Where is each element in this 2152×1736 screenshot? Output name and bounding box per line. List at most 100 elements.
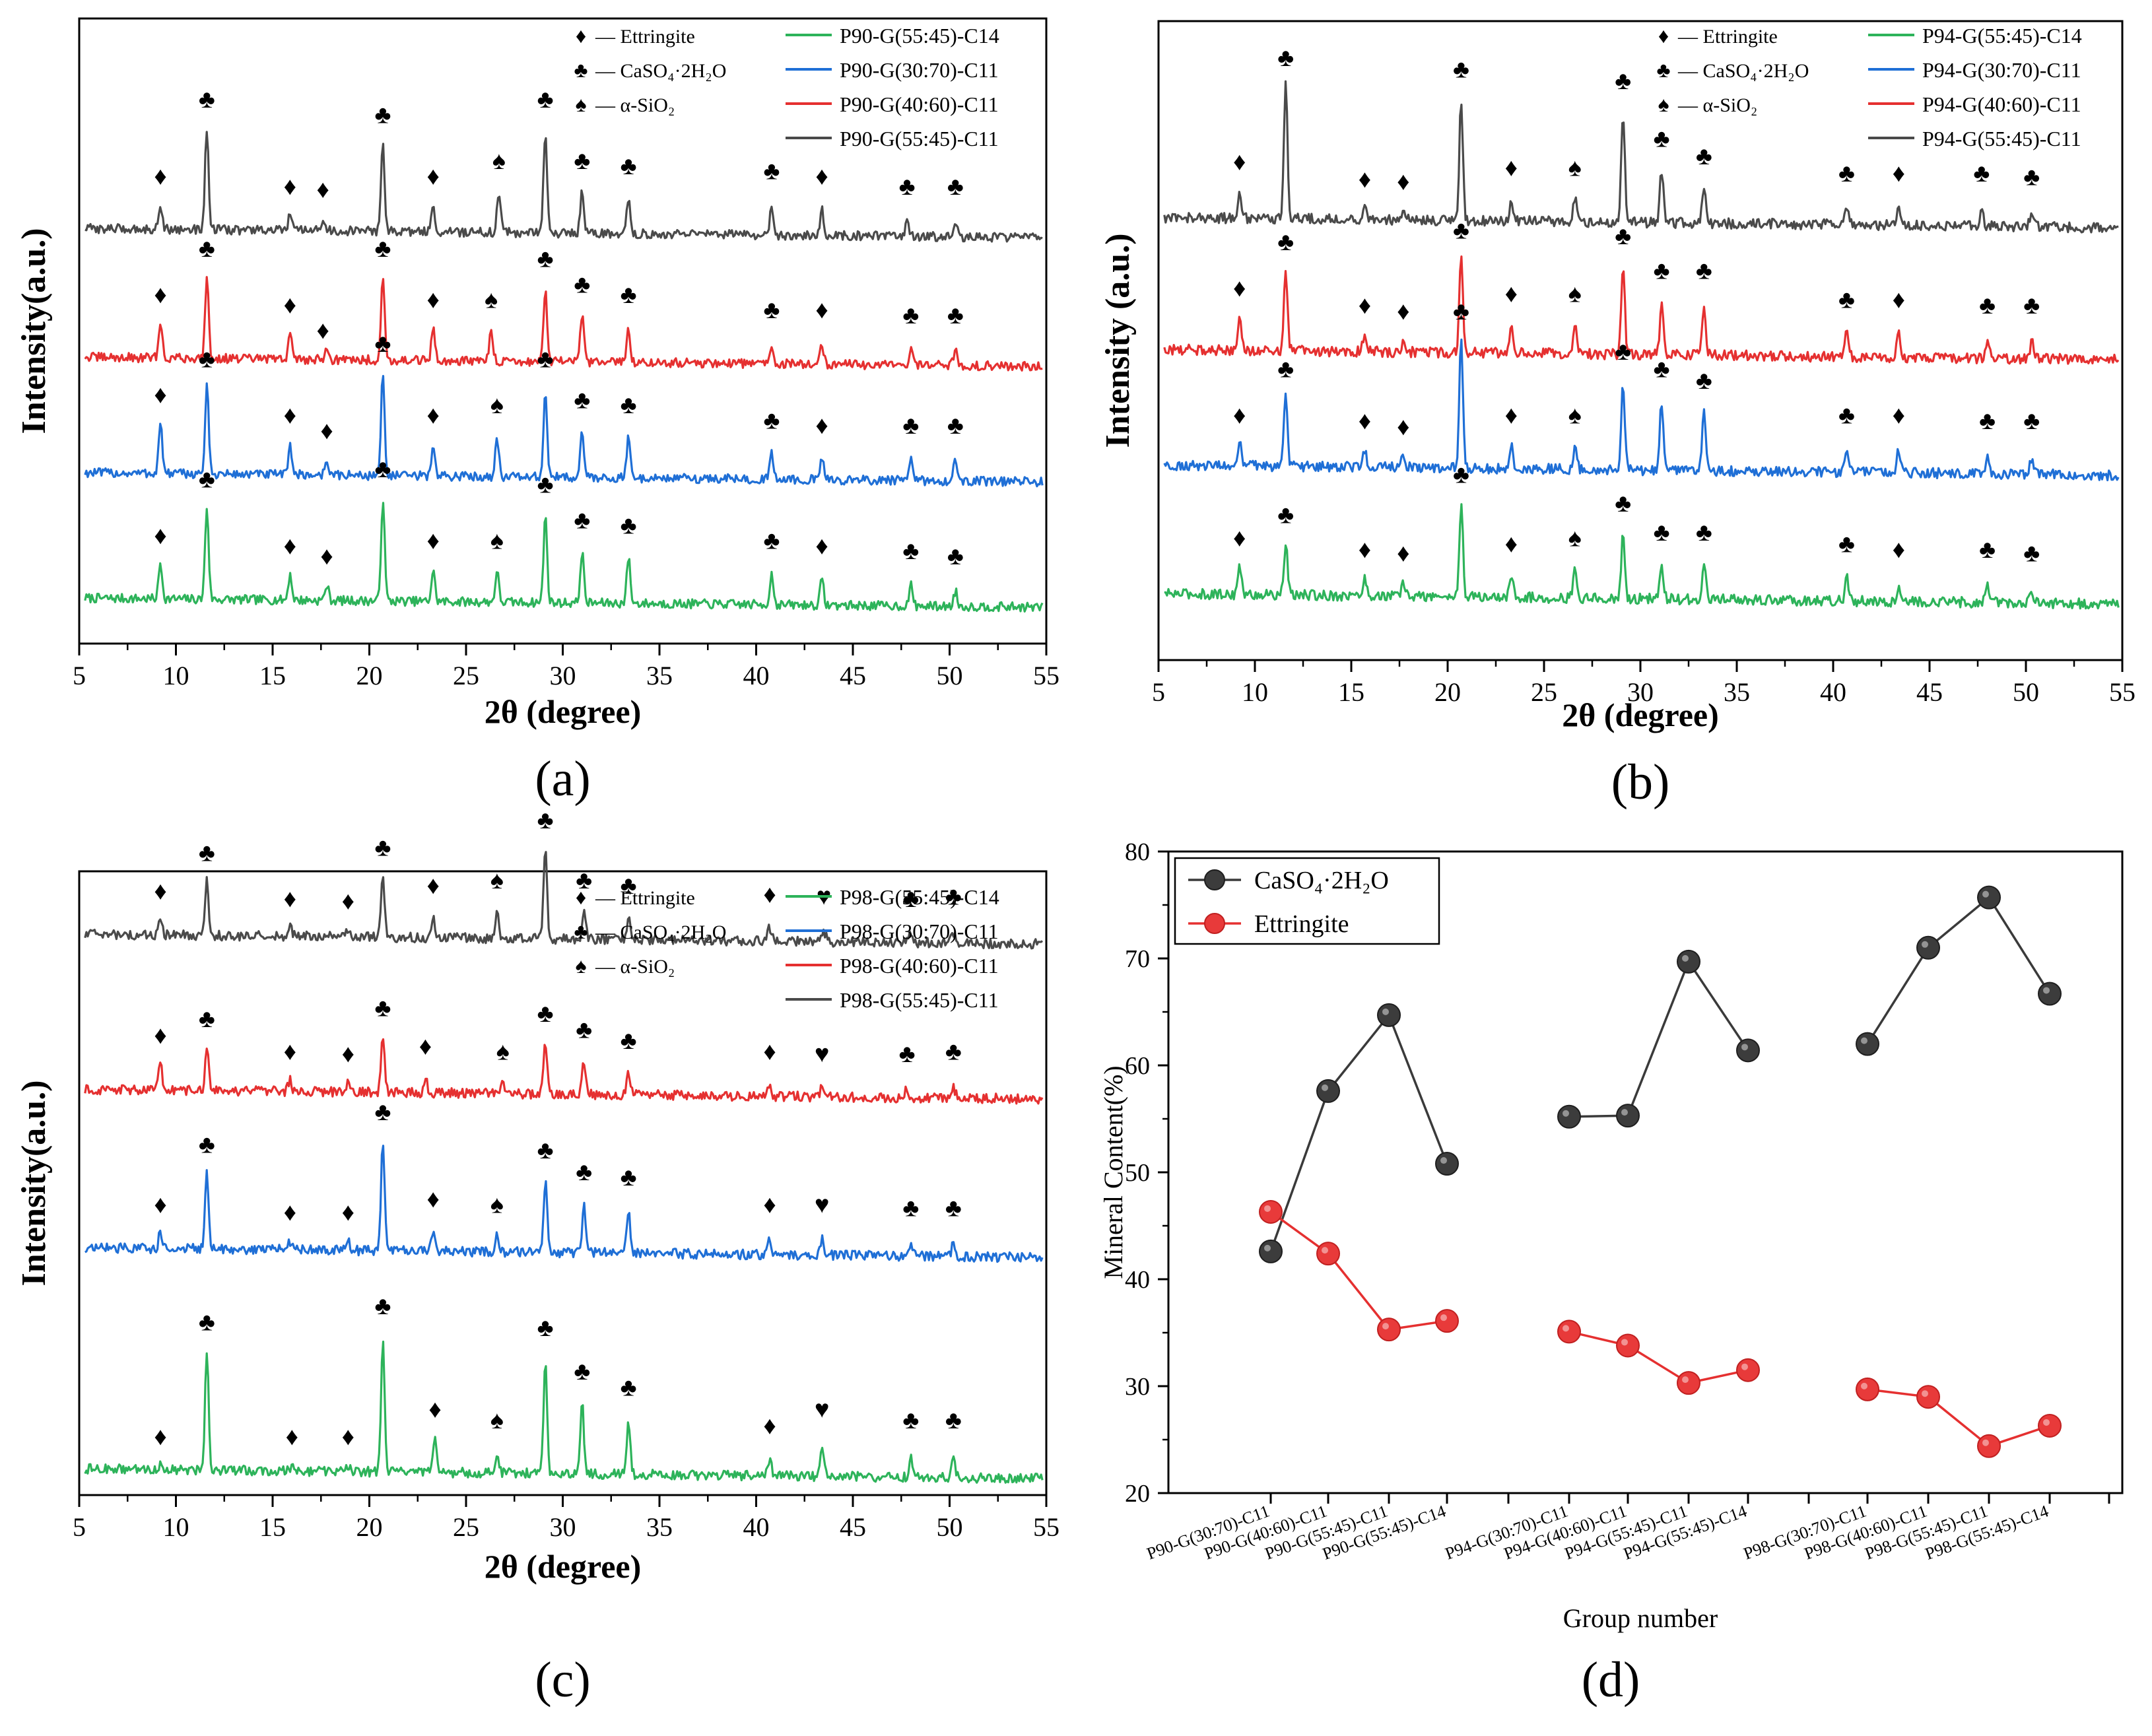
data-point <box>1977 1434 2001 1458</box>
phase-legend-symbol: ♣ <box>574 919 588 943</box>
x-tick-label: 55 <box>2109 677 2135 707</box>
peak-marker: ♣ <box>947 412 964 440</box>
peak-marker: ♣ <box>574 507 590 535</box>
x-tick-label: 45 <box>840 661 866 690</box>
data-point <box>1316 1079 1340 1103</box>
peak-marker: ♣ <box>537 86 554 114</box>
peak-marker: ♣ <box>537 246 554 273</box>
data-point-highlight <box>1563 1325 1569 1332</box>
data-point <box>1616 1104 1640 1128</box>
data-point <box>1557 1319 1581 1344</box>
peak-marker: ♦ <box>1233 525 1246 552</box>
x-tick-label: 40 <box>743 1512 770 1542</box>
y-axis-label: Intensity (a.u.) <box>1099 233 1137 448</box>
peak-marker: ♣ <box>1277 355 1294 383</box>
x-tick-label: 55 <box>1033 661 1059 690</box>
panel-label: (a) <box>535 751 590 807</box>
peak-marker: ♦ <box>1893 286 1905 314</box>
peak-marker: ♠ <box>485 286 498 314</box>
xrd-trace <box>1164 503 2120 610</box>
x-tick-label: 5 <box>1152 677 1165 707</box>
data-point-highlight <box>1861 1382 1867 1389</box>
peak-marker: ♣ <box>1277 44 1294 72</box>
peak-marker: ♣ <box>1654 257 1670 285</box>
peak-marker: ♣ <box>621 1164 637 1191</box>
series-legend-label: P90-G(55:45)-C14 <box>840 24 999 48</box>
peak-marker: ♠ <box>1568 401 1582 429</box>
x-tick-label: 15 <box>259 661 286 690</box>
plot-frame <box>1167 850 2124 1494</box>
data-point-highlight <box>1440 1314 1447 1321</box>
x-tick-label: 10 <box>163 1512 189 1542</box>
panel-label: (b) <box>1611 754 1670 810</box>
phase-legend-text: — Ettringite <box>595 887 695 909</box>
data-point <box>2038 1413 2062 1438</box>
peak-marker: ♣ <box>199 1309 215 1337</box>
peak-marker: ♣ <box>199 235 215 263</box>
peak-marker: ♣ <box>576 1017 592 1044</box>
peak-marker: ♣ <box>2023 292 2040 319</box>
peak-marker: ♦ <box>154 281 166 309</box>
phase-legend-text: — α-SiO₂ <box>595 94 675 116</box>
y-tick-label: 70 <box>1125 945 1150 973</box>
data-point <box>1435 1309 1459 1333</box>
phase-legend-text: — α-SiO₂ <box>595 956 675 978</box>
peak-marker: ♣ <box>1654 355 1670 383</box>
phase-legend-text: — CaSO₄·2H₂O <box>595 921 726 943</box>
peak-marker: ♦ <box>342 1423 354 1451</box>
peak-marker: ♦ <box>763 1191 776 1219</box>
x-tick-label: 5 <box>73 1512 86 1542</box>
peak-marker: ♣ <box>375 455 391 483</box>
x-tick-label: 25 <box>453 1512 479 1542</box>
x-axis-label: Group number <box>1563 1603 1718 1633</box>
peak-marker: ♣ <box>537 345 554 373</box>
series-legend-label: P90-G(30:70)-C11 <box>840 58 999 82</box>
y-tick-label: 80 <box>1125 838 1150 866</box>
x-tick-label: 50 <box>2013 677 2039 707</box>
peak-marker: ♣ <box>945 1407 962 1434</box>
xrd-trace <box>84 1038 1044 1105</box>
peak-marker: ♣ <box>902 885 919 913</box>
peak-marker: ♣ <box>899 173 916 201</box>
mineral-panel-d: 20304050607080P90-G(30:70)-C11P90-G(40:6… <box>1098 838 2124 1708</box>
peak-marker: ♦ <box>320 417 333 445</box>
peak-marker: ♣ <box>1453 56 1469 84</box>
series-legend-label: P94-G(40:60)-C11 <box>1922 92 2081 116</box>
panel-label: (d) <box>1582 1652 1640 1708</box>
peak-marker: ♦ <box>1397 539 1409 567</box>
data-point <box>1377 1003 1401 1027</box>
peak-marker: ♦ <box>1233 149 1246 176</box>
peak-marker: ♣ <box>574 1358 590 1385</box>
phase-legend-symbol: ♠ <box>576 92 587 116</box>
peak-marker: ♣ <box>621 512 637 539</box>
phase-legend-text: — α-SiO₂ <box>1677 94 1757 116</box>
peak-marker: ♣ <box>621 152 637 180</box>
peak-marker: ♠ <box>1568 154 1582 182</box>
xrd-trace <box>84 375 1044 488</box>
peak-marker: ♣ <box>1838 401 1855 429</box>
peak-marker: ♣ <box>574 386 590 414</box>
peak-marker: ♣ <box>574 147 590 175</box>
peak-marker: ♦ <box>154 1423 166 1451</box>
peak-marker: ♠ <box>496 1038 510 1066</box>
peak-marker: ♠ <box>490 1407 504 1434</box>
data-point-highlight <box>1621 1109 1628 1116</box>
peak-marker: ♣ <box>1696 367 1712 395</box>
peak-marker: ♣ <box>199 1131 215 1159</box>
peak-marker: ♣ <box>899 1040 916 1068</box>
peak-marker: ♦ <box>763 1412 776 1440</box>
series-legend-label: P98-G(30:70)-C11 <box>840 919 999 943</box>
peak-marker: ♦ <box>426 872 439 900</box>
peak-marker: ♦ <box>426 286 439 314</box>
peak-marker: ♣ <box>1696 143 1712 170</box>
x-tick-label: 40 <box>1820 677 1846 707</box>
peak-marker: ♣ <box>902 302 919 329</box>
peak-marker: ♣ <box>902 537 919 565</box>
data-point <box>1259 1239 1283 1263</box>
phase-legend-symbol: ♠ <box>576 954 587 978</box>
series-legend-label: P90-G(55:45)-C11 <box>840 127 999 150</box>
phase-legend-symbol: ♦ <box>1658 24 1669 48</box>
x-axis-label: 2θ (degree) <box>485 693 642 730</box>
peak-marker: ♦ <box>1505 401 1518 429</box>
peak-marker: ♦ <box>419 1032 432 1060</box>
